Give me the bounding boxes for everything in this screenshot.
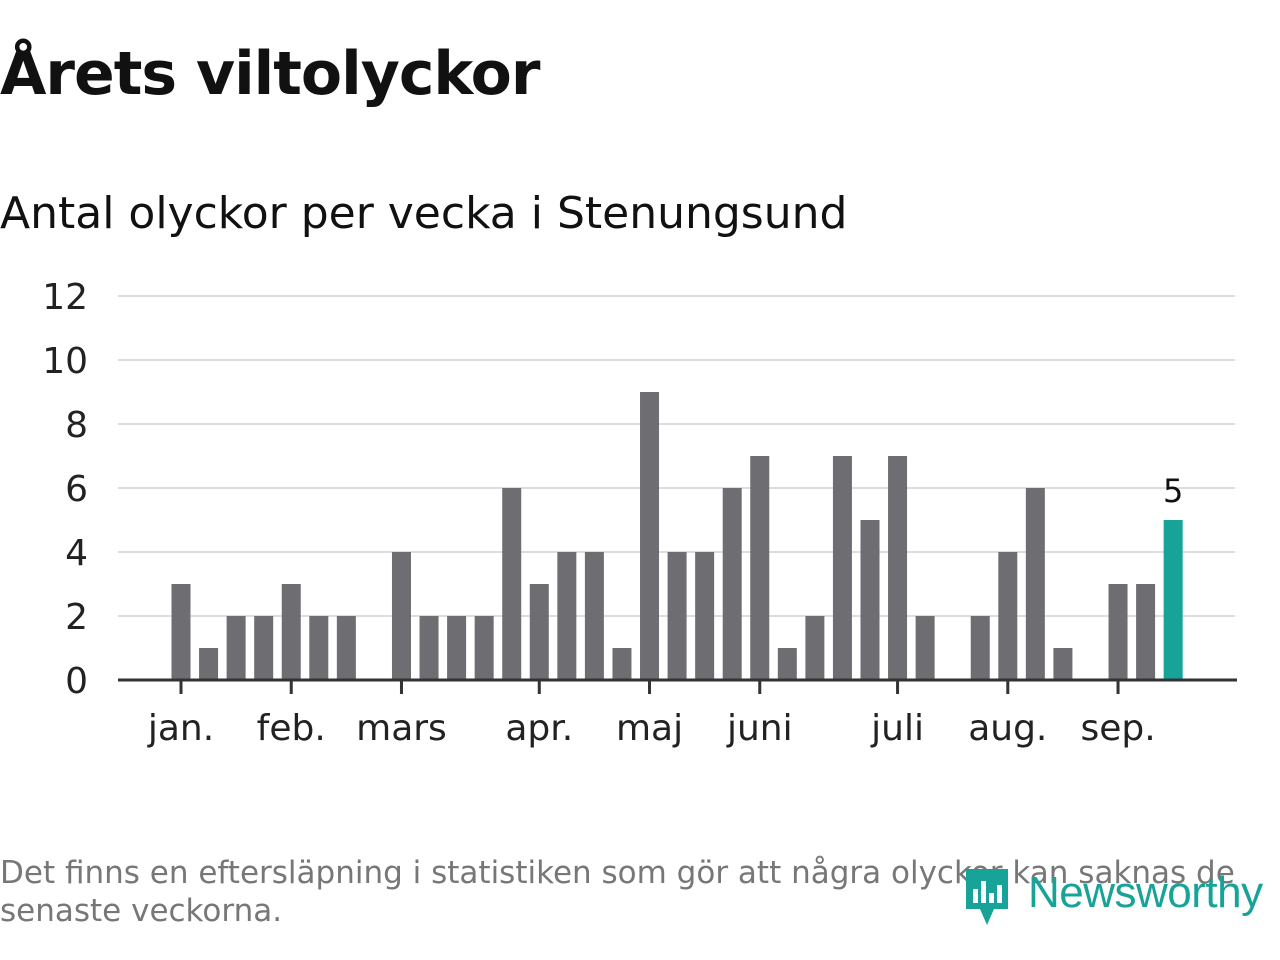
bar	[281, 584, 301, 680]
footnote: Det finns en eftersläpning i statistiken…	[0, 855, 1235, 929]
y-tick-label: 0	[65, 661, 88, 702]
bar	[391, 552, 411, 680]
bar	[419, 616, 439, 680]
y-tick-label: 4	[65, 533, 88, 574]
bar	[447, 616, 467, 680]
bar	[529, 584, 549, 680]
bar	[336, 616, 356, 680]
x-tick-label: mars	[356, 708, 447, 749]
chart-title: Årets viltolyckor	[0, 39, 540, 109]
data-labels: 5	[1163, 472, 1183, 510]
bar	[254, 616, 274, 680]
bar	[1053, 648, 1073, 680]
y-tick-label: 8	[65, 405, 88, 446]
bar	[612, 648, 632, 680]
bar	[226, 616, 246, 680]
bar-highlight	[1163, 520, 1183, 680]
bar	[998, 552, 1018, 680]
bars	[171, 392, 1183, 680]
bar	[1108, 584, 1128, 680]
y-tick-label: 6	[65, 469, 88, 510]
bar	[667, 552, 687, 680]
bar	[695, 552, 715, 680]
x-tick-label: sep.	[1080, 708, 1155, 749]
x-tick-label: jan.	[147, 708, 214, 749]
bar	[171, 584, 191, 680]
bar	[970, 616, 990, 680]
x-tick-label: juli	[870, 708, 924, 749]
bar	[199, 648, 219, 680]
bar	[777, 648, 797, 680]
x-tick-label: maj	[616, 708, 683, 749]
x-tick-label: apr.	[505, 708, 573, 749]
bar	[309, 616, 329, 680]
chart-subtitle: Antal olyckor per vecka i Stenungsund	[0, 188, 848, 239]
x-tick-label: feb.	[257, 708, 326, 749]
newsworthy-logo-icon	[966, 869, 1008, 925]
bar	[502, 488, 522, 680]
y-tick-label: 2	[65, 597, 88, 638]
x-tick-label: juni	[726, 708, 793, 749]
bar	[640, 392, 660, 680]
y-tick-label: 10	[42, 341, 88, 382]
bar	[1136, 584, 1156, 680]
bar	[860, 520, 880, 680]
x-tick-label: aug.	[968, 708, 1047, 749]
bar	[750, 456, 770, 680]
bar	[832, 456, 852, 680]
bar	[915, 616, 935, 680]
data-label: 5	[1163, 472, 1183, 510]
bar-chart: 0 2 4 6 8 10 12 jan. feb. mars apr. maj juni juli aug…	[42, 277, 1237, 749]
x-axis-ticks: jan. feb. mars apr. maj juni juli aug. sep.	[147, 680, 1156, 749]
bar	[584, 552, 604, 680]
bar	[1025, 488, 1045, 680]
y-axis-tick-labels: 0 2 4 6 8 10 12	[42, 277, 88, 702]
brand-name: Newsworthy	[1028, 868, 1263, 917]
brand-logo: Newsworthy	[962, 858, 1263, 928]
y-tick-label: 12	[42, 277, 88, 318]
bar	[722, 488, 742, 680]
bar	[805, 616, 825, 680]
bar	[888, 456, 908, 680]
bar	[474, 616, 494, 680]
bar	[557, 552, 577, 680]
